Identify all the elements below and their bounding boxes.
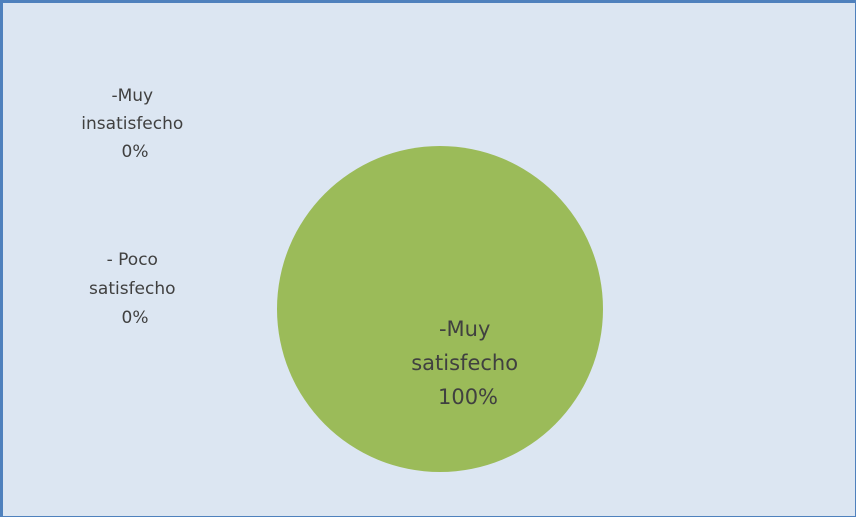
pie-slice-satisfecho-0	[277, 146, 603, 472]
slice-label-muy-satisfecho: -Muy satisfecho 100%	[411, 317, 525, 409]
pie-slices	[277, 146, 603, 472]
pie-chart: -Muy satisfecho 100% -Muy insatisfecho 0…	[81, 86, 603, 472]
slice-label-muy-insatisfecho: -Muy insatisfecho 0%	[81, 86, 188, 162]
slice-label-poco-satisfecho: - Poco satisfecho 0%	[89, 250, 181, 328]
